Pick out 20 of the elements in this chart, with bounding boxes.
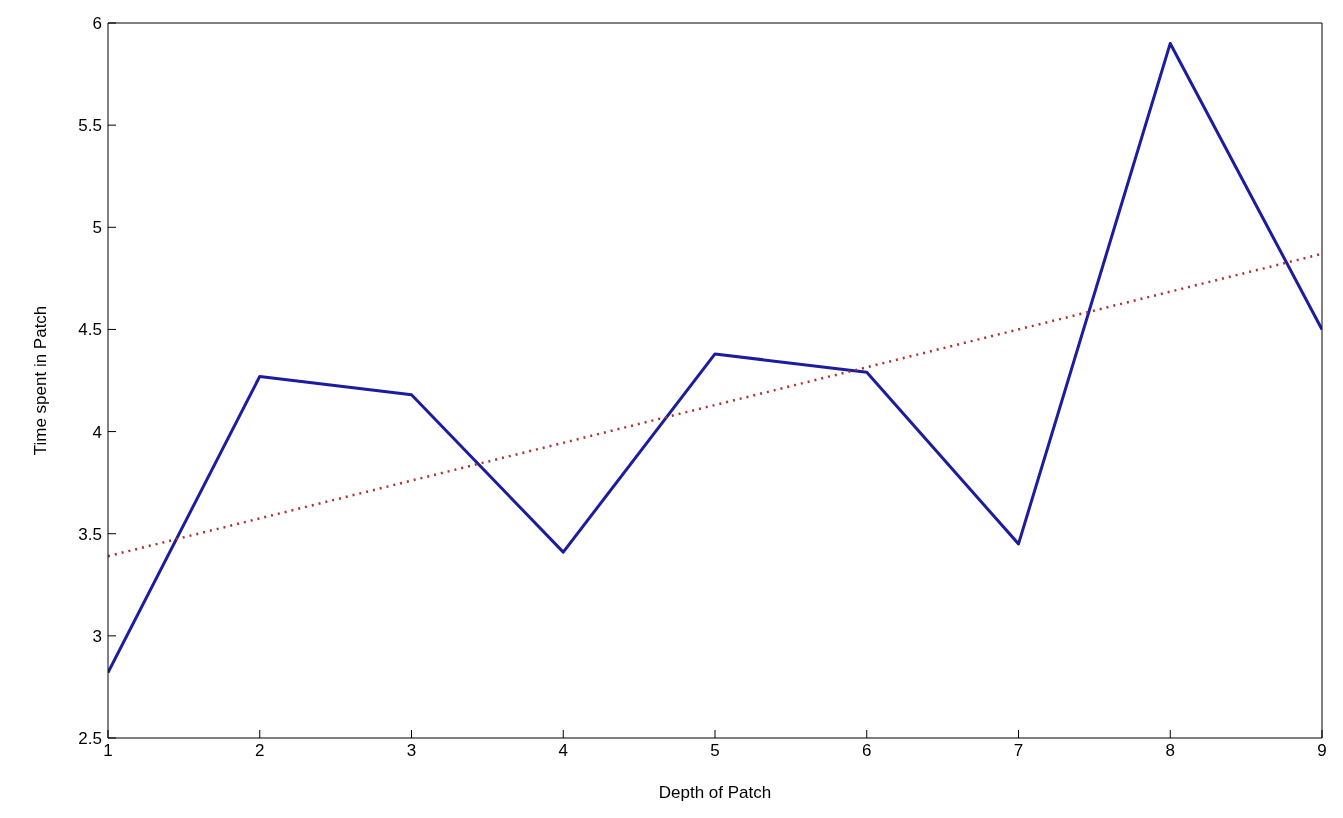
y-axis-title: Time spent in Patch [31, 305, 51, 456]
y-tick-label: 4.5 [78, 320, 102, 340]
x-tick-label: 7 [1013, 741, 1024, 761]
x-tick-label: 5 [710, 741, 720, 761]
x-tick-label: 1 [103, 741, 113, 761]
x-axis-title: Depth of Patch [658, 783, 772, 803]
x-tick-label: 3 [406, 741, 417, 761]
line-series [108, 41, 1322, 675]
y-tick-label: 3.5 [78, 524, 102, 544]
y-tick-label: 2.5 [78, 729, 102, 749]
x-tick-label: 9 [1317, 741, 1327, 761]
x-tick-label: 8 [1165, 741, 1175, 761]
y-tick-label: 5.5 [78, 116, 102, 136]
y-tick-label: 3 [92, 626, 102, 646]
y-tick-label: 6 [92, 14, 102, 34]
y-tick-label: 5 [92, 218, 102, 238]
x-tick-label: 6 [862, 741, 872, 761]
y-tick-label: 4 [92, 422, 102, 442]
x-tick-label: 4 [558, 741, 568, 761]
x-tick-label: 2 [255, 741, 265, 761]
